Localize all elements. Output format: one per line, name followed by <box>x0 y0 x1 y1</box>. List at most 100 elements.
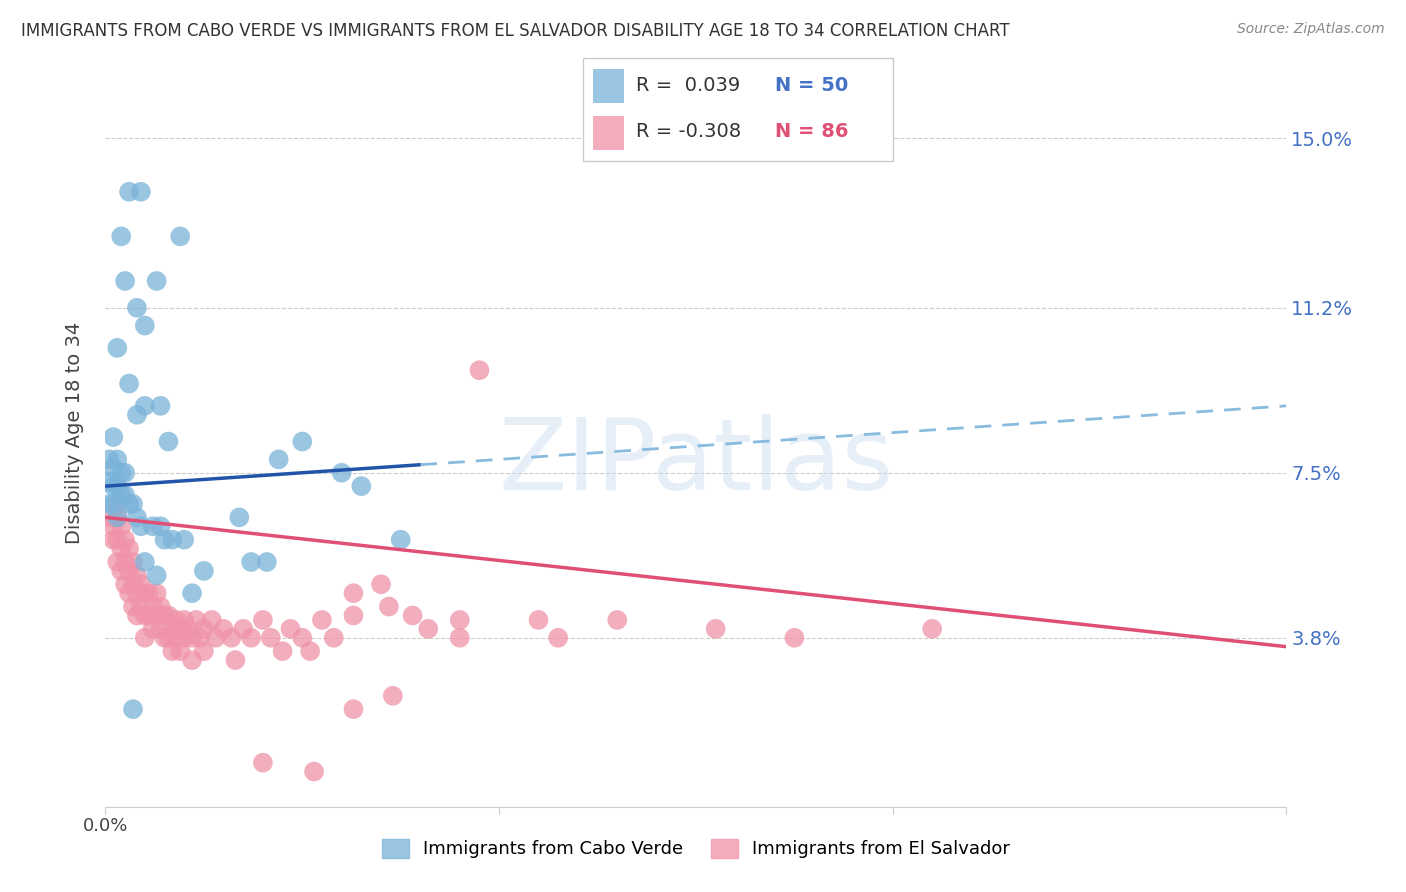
Point <box>142 599 165 614</box>
Point <box>105 479 128 493</box>
Point <box>157 608 180 623</box>
Point <box>145 568 167 582</box>
Point <box>193 622 215 636</box>
Point <box>114 274 136 288</box>
Point <box>381 689 404 703</box>
Point <box>165 631 187 645</box>
Point <box>267 452 290 467</box>
Point <box>149 599 172 614</box>
Point <box>105 555 128 569</box>
Point <box>378 599 401 614</box>
Point <box>110 488 132 502</box>
Point <box>228 510 250 524</box>
Point <box>103 497 125 511</box>
Point <box>527 613 550 627</box>
Point <box>110 541 132 556</box>
Point <box>193 564 215 578</box>
Point <box>418 622 440 636</box>
Point <box>103 461 125 475</box>
Point <box>173 533 195 547</box>
Point <box>181 586 204 600</box>
Point <box>105 497 128 511</box>
Point <box>114 488 136 502</box>
Point <box>280 622 302 636</box>
Text: R =  0.039: R = 0.039 <box>636 76 741 95</box>
Point <box>142 622 165 636</box>
Point <box>252 613 274 627</box>
Point <box>240 631 263 645</box>
Point <box>103 479 125 493</box>
Point <box>921 622 943 636</box>
Point <box>157 434 180 449</box>
Point <box>165 613 187 627</box>
Point <box>149 399 172 413</box>
Point <box>169 644 191 658</box>
Point <box>134 608 156 623</box>
Point <box>98 510 121 524</box>
Point <box>103 519 125 533</box>
Point <box>110 519 132 533</box>
Point <box>468 363 491 377</box>
Point <box>105 341 128 355</box>
Point <box>389 533 412 547</box>
Point <box>105 533 128 547</box>
Point <box>138 608 160 623</box>
Point <box>291 631 314 645</box>
Point <box>221 631 243 645</box>
Text: 0.0%: 0.0% <box>83 817 128 835</box>
Point <box>204 631 226 645</box>
Text: Source: ZipAtlas.com: Source: ZipAtlas.com <box>1237 22 1385 37</box>
Point <box>330 466 353 480</box>
Point <box>201 613 224 627</box>
Point <box>129 577 152 591</box>
Point <box>169 229 191 244</box>
Point <box>606 613 628 627</box>
Point <box>188 631 211 645</box>
Text: N = 86: N = 86 <box>775 122 849 141</box>
Point <box>370 577 392 591</box>
Point <box>212 622 235 636</box>
Point <box>145 274 167 288</box>
Point <box>98 475 121 489</box>
Point <box>118 497 141 511</box>
Point <box>114 555 136 569</box>
Point <box>260 631 283 645</box>
Point <box>162 644 184 658</box>
Point <box>125 608 148 623</box>
Point <box>129 185 152 199</box>
Bar <box>593 70 624 103</box>
Point <box>134 586 156 600</box>
Point <box>125 510 148 524</box>
Point <box>162 622 184 636</box>
Point <box>118 185 141 199</box>
Point <box>173 613 195 627</box>
Point <box>134 318 156 333</box>
Point <box>129 519 152 533</box>
Point <box>125 301 148 315</box>
Text: IMMIGRANTS FROM CABO VERDE VS IMMIGRANTS FROM EL SALVADOR DISABILITY AGE 18 TO 3: IMMIGRANTS FROM CABO VERDE VS IMMIGRANTS… <box>21 22 1010 40</box>
Point <box>224 653 246 667</box>
Point <box>184 613 207 627</box>
Point <box>98 452 121 467</box>
Point <box>103 533 125 547</box>
Point <box>157 631 180 645</box>
Point <box>145 608 167 623</box>
Point <box>322 631 344 645</box>
Point <box>547 631 569 645</box>
Point <box>153 631 176 645</box>
Point <box>169 622 191 636</box>
Point <box>145 586 167 600</box>
Point <box>193 644 215 658</box>
Point <box>110 229 132 244</box>
Point <box>114 577 136 591</box>
Point <box>110 466 132 480</box>
Point <box>256 555 278 569</box>
Point <box>134 631 156 645</box>
Point <box>114 466 136 480</box>
Point <box>162 533 184 547</box>
FancyBboxPatch shape <box>583 58 893 161</box>
Point <box>122 702 145 716</box>
Point <box>142 519 165 533</box>
Point <box>122 497 145 511</box>
Legend: Immigrants from Cabo Verde, Immigrants from El Salvador: Immigrants from Cabo Verde, Immigrants f… <box>374 832 1018 865</box>
